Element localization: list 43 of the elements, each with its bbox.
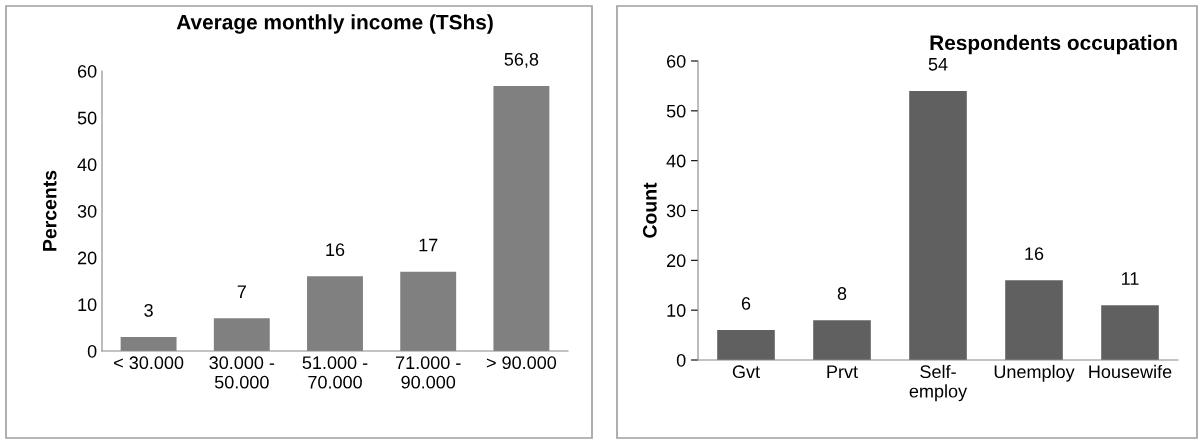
- data-label: 11: [1122, 272, 1139, 285]
- data-label: 8: [837, 287, 847, 300]
- x-tick-label: Gvt: [732, 365, 760, 379]
- bar: [909, 90, 967, 360]
- y-tick-label: 20: [77, 251, 97, 265]
- y-tick-label: 20: [667, 254, 686, 268]
- x-tick-label: Unemploy: [994, 364, 1075, 382]
- bar: [717, 330, 775, 360]
- y-tick-label: 60: [667, 54, 686, 68]
- y-tick-label: 40: [666, 154, 686, 168]
- data-label: 16: [1025, 247, 1044, 261]
- bar: [1005, 280, 1063, 360]
- y-tick-label: 30: [666, 204, 686, 218]
- y-tick-label: 10: [667, 304, 686, 317]
- x-tick-label: Prvt: [827, 365, 858, 379]
- y-tick-label: 50: [77, 111, 97, 125]
- y-tick-label: 30: [77, 204, 97, 218]
- data-label: 16: [326, 243, 345, 257]
- data-label: 6: [741, 297, 751, 310]
- y-tick-label: 50: [666, 104, 686, 118]
- x-tick-label: < 30.000: [114, 356, 184, 370]
- y-axis-title: Percents: [42, 170, 57, 251]
- chart-title: Average monthly income (TShs): [176, 14, 493, 34]
- data-label: 56,8: [504, 52, 539, 68]
- data-label: 7: [237, 285, 246, 298]
- bar: [1101, 305, 1159, 360]
- x-tick-label: Housewife: [1089, 364, 1172, 379]
- bar: [813, 320, 871, 360]
- data-label: 3: [144, 303, 153, 317]
- y-tick-label: 40: [77, 158, 97, 172]
- x-tick-label: > 90.000: [486, 356, 557, 370]
- x-tick-label: 30.000 - 50.000: [209, 356, 275, 389]
- data-label: 54: [928, 58, 948, 71]
- chart-title: Respondents occupation: [930, 34, 1177, 55]
- y-tick-label: 60: [77, 64, 97, 78]
- x-tick-label: Self- employ: [909, 364, 968, 402]
- y-tick-label: 0: [676, 353, 686, 367]
- data-label: 17: [419, 238, 438, 252]
- y-axis-title: Count: [642, 182, 657, 238]
- x-tick-label: 71.000 - 90.000: [396, 356, 461, 389]
- x-tick-label: 51.000 - 70.000: [302, 356, 368, 389]
- y-tick-label: 10: [78, 298, 97, 312]
- y-tick-label: 0: [87, 344, 97, 358]
